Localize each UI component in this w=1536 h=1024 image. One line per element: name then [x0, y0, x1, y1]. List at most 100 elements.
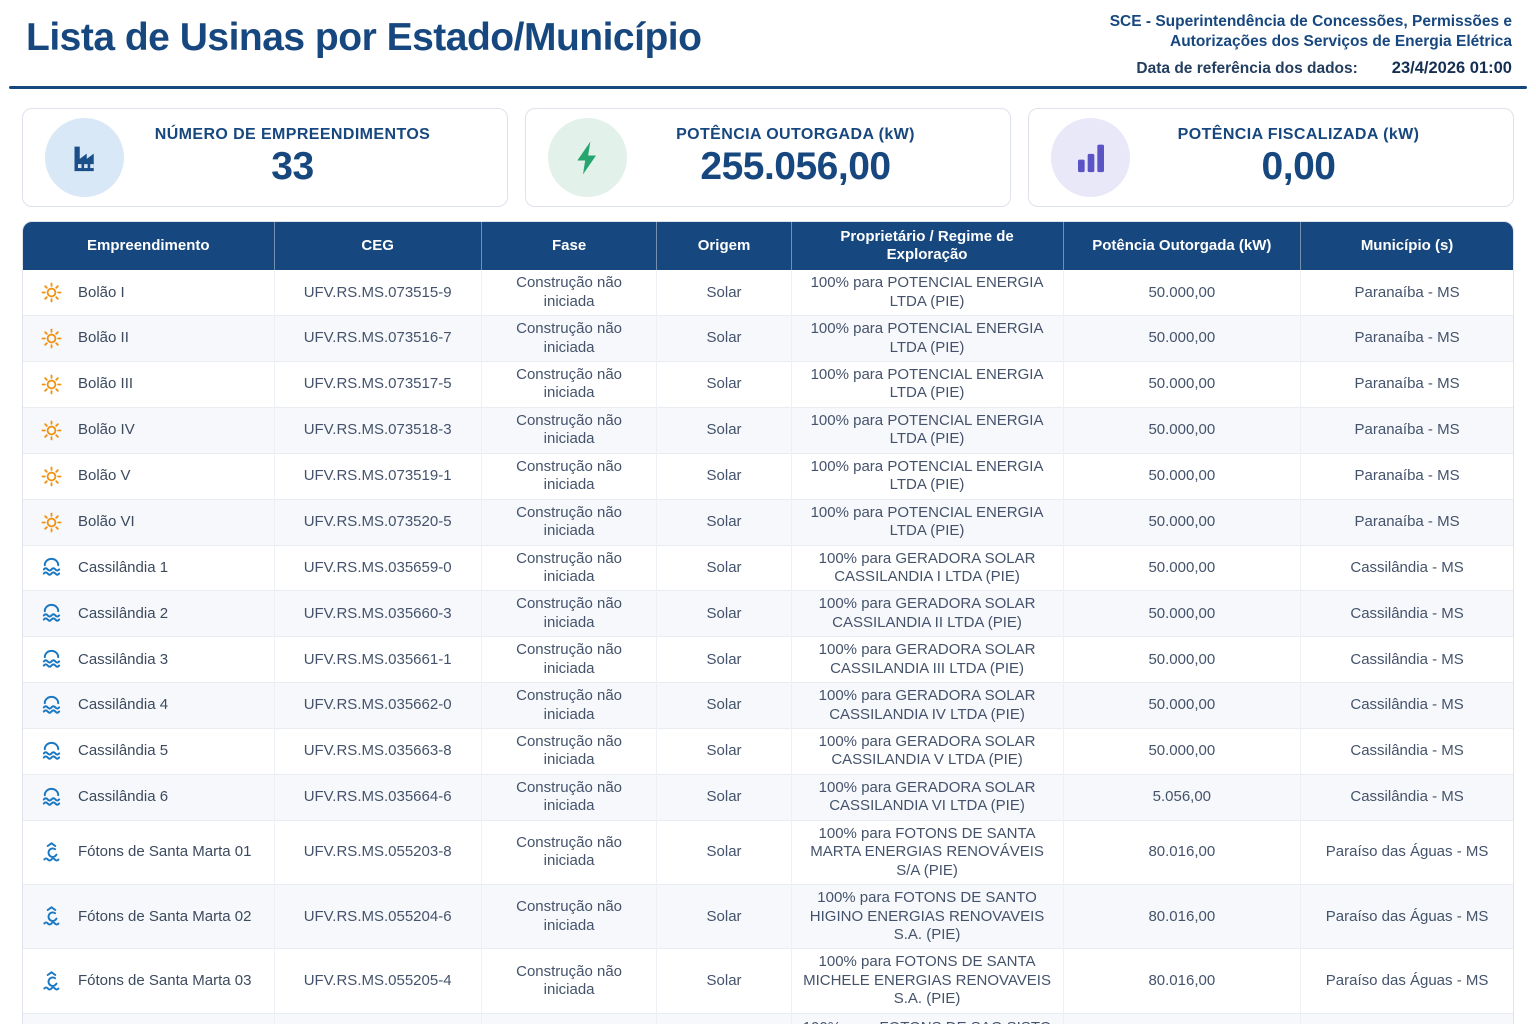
plant-proprietario: 100% para GERADORA SOLAR CASSILANDIA V L…: [791, 728, 1064, 775]
plant-proprietario: 100% para POTENCIAL ENERGIA LTDA (PIE): [791, 452, 1064, 500]
plant-ceg: UFV.RS.MS.073519-1: [274, 452, 482, 500]
table-row: Bolão I UFV.RS.MS.073515-9 Construção nã…: [23, 270, 1513, 316]
plant-municipio: Cassilândia - MS: [1300, 773, 1513, 821]
plant-name: Fótons de Santa Marta 02: [78, 907, 252, 925]
plant-ceg: UFV.RS.MS.035661-1: [274, 636, 482, 683]
plant-proprietario: 100% para FOTONS DE SANTA MARTA ENERGIAS…: [791, 819, 1064, 885]
plant-potencia-outorgada: 50.000,00: [1063, 452, 1302, 500]
plant-origem: Solar: [656, 452, 792, 500]
sun-icon: [39, 464, 63, 488]
plant-potencia-outorgada: 50.000,00: [1063, 498, 1302, 546]
plant-name: Bolão II: [78, 329, 129, 347]
waves-icon: [39, 602, 63, 626]
spring-icon: [39, 905, 63, 929]
plant-fase: Construção não iniciada: [481, 270, 658, 316]
plant-name: Fótons de Santa Marta 03: [78, 971, 252, 989]
plant-fase: Construção não iniciada: [481, 590, 658, 637]
plant-municipio: Paranaíba - MS: [1300, 315, 1513, 362]
data-reference-value: 23/4/2026 01:00: [1391, 59, 1512, 78]
plant-fase: Construção não iniciada: [481, 406, 658, 454]
plant-municipio: Cassilândia - MS: [1300, 728, 1513, 775]
plant-proprietario: 100% para POTENCIAL ENERGIA LTDA (PIE): [791, 498, 1064, 546]
table-row: Bolão VI UFV.RS.MS.073520-5 Construção n…: [23, 498, 1513, 546]
table-row: Cassilândia 6 UFV.RS.MS.035664-6 Constru…: [23, 773, 1513, 821]
data-reference: Data de referência dos dados: 23/4/2026 0…: [1110, 59, 1512, 78]
table-row: Cassilândia 4 UFV.RS.MS.035662-0 Constru…: [23, 682, 1513, 729]
plant-ceg: UFV.RS.MS.035660-3: [274, 590, 482, 637]
column-header-municipio: Município (s): [1300, 222, 1513, 271]
plant-potencia-outorgada: 50.000,00: [1063, 590, 1302, 637]
plant-ceg: UFV.RS.MS.055205-4: [274, 948, 482, 1014]
plants-table: Empreendimento CEG Fase Origem Proprietá…: [22, 221, 1514, 1024]
title-divider: [9, 86, 1527, 90]
plant-origem: Solar: [656, 636, 792, 683]
plant-proprietario: 100% para FOTONS DE SANTO HIGINO ENERGIA…: [791, 884, 1064, 949]
plant-municipio: Cassilândia - MS: [1300, 682, 1513, 729]
plant-origem: Solar: [656, 590, 792, 637]
card-value: 255.056,00: [700, 145, 891, 189]
waves-icon: [39, 694, 63, 718]
waves-icon: [39, 648, 63, 672]
plant-origem: Solar: [656, 819, 792, 885]
table-row: Fótons de Santa Marta 04 UFV.RS.MS.05520…: [23, 1012, 1513, 1024]
table-row: Cassilândia 3 UFV.RS.MS.035661-1 Constru…: [23, 636, 1513, 683]
plant-potencia-outorgada: 50.000,00: [1063, 682, 1302, 729]
plants-table-header: Empreendimento CEG Fase Origem Proprietá…: [23, 222, 1513, 271]
plant-origem: Solar: [656, 406, 792, 454]
column-header-proprietario: Proprietário / Regime de Exploração: [791, 222, 1064, 271]
plant-origem: Solar: [656, 498, 792, 546]
plant-ceg: UFV.RS.MS.035664-6: [274, 773, 482, 821]
plant-fase: Construção não iniciada: [481, 948, 658, 1014]
plant-proprietario: 100% para FOTONS DE SAO SISTO II ENERGIA…: [791, 1012, 1064, 1024]
org-name-line1: SCE - Superintendência de Concessões, Pe…: [1109, 13, 1512, 30]
page-header: Lista de Usinas por Estado/Município SCE…: [0, 0, 1536, 84]
plant-municipio: Paranaíba - MS: [1300, 498, 1513, 546]
plant-potencia-outorgada: 50.000,00: [1063, 728, 1302, 775]
plant-municipio: Cassilândia - MS: [1300, 590, 1513, 637]
plant-ceg: UFV.RS.MS.073515-9: [274, 270, 482, 316]
table-row: Fótons de Santa Marta 03 UFV.RS.MS.05520…: [23, 948, 1513, 1014]
plant-proprietario: 100% para POTENCIAL ENERGIA LTDA (PIE): [791, 270, 1064, 316]
card-label: NÚMERO DE EMPREENDIMENTOS: [154, 126, 431, 144]
plant-origem: Solar: [656, 682, 792, 729]
card-potencia-outorgada: POTÊNCIA OUTORGADA (kW) 255.056,00: [525, 108, 1011, 208]
spring-icon: [39, 969, 63, 993]
table-row: Cassilândia 1 UFV.RS.MS.035659-0 Constru…: [23, 544, 1513, 591]
column-header-potencia-outorgada: Potência Outorgada (kW): [1063, 222, 1302, 271]
table-row: Bolão III UFV.RS.MS.073517-5 Construção …: [23, 361, 1513, 408]
plant-origem: Solar: [656, 315, 792, 362]
plant-name: Cassilândia 1: [78, 558, 169, 576]
plant-name: Cassilândia 6: [78, 788, 169, 806]
lightning-icon: [548, 118, 627, 198]
plant-proprietario: 100% para GERADORA SOLAR CASSILANDIA II …: [791, 590, 1064, 637]
plant-potencia-outorgada: 50.000,00: [1063, 544, 1302, 591]
plant-ceg: UFV.RS.MS.073516-7: [274, 315, 482, 362]
plant-proprietario: 100% para GERADORA SOLAR CASSILANDIA VI …: [791, 773, 1064, 821]
plant-ceg: UFV.RS.MS.055203-8: [274, 819, 482, 885]
plant-origem: Solar: [656, 948, 792, 1014]
plant-proprietario: 100% para GERADORA SOLAR CASSILANDIA I L…: [791, 544, 1064, 591]
plant-fase: Construção não iniciada: [481, 361, 658, 408]
plant-name: Cassilândia 5: [78, 742, 169, 760]
table-row: Bolão V UFV.RS.MS.073519-1 Construção nã…: [23, 452, 1513, 500]
bar-chart-icon: [1051, 118, 1130, 198]
plant-proprietario: 100% para POTENCIAL ENERGIA LTDA (PIE): [791, 361, 1064, 408]
plant-fase: Construção não iniciada: [481, 728, 658, 775]
plant-potencia-outorgada: 50.000,00: [1063, 406, 1302, 454]
plant-potencia-outorgada: 50.000,00: [1063, 315, 1302, 362]
sun-icon: [39, 510, 63, 534]
plant-municipio: Cassilândia - MS: [1300, 544, 1513, 591]
plant-potencia-outorgada: 80.016,00: [1063, 884, 1302, 949]
plant-fase: Construção não iniciada: [481, 315, 658, 362]
plant-potencia-outorgada: 80.016,00: [1063, 819, 1302, 885]
summary-cards: NÚMERO DE EMPREENDIMENTOS 33 POTÊNCIA OU…: [22, 108, 1514, 208]
card-numero-empreendimentos: NÚMERO DE EMPREENDIMENTOS 33: [22, 108, 508, 208]
plant-name: Bolão I: [78, 283, 125, 301]
waves-icon: [39, 556, 63, 580]
column-header-ceg: CEG: [274, 222, 482, 271]
plant-name: Bolão IV: [78, 421, 135, 439]
plant-potencia-outorgada: 5.056,00: [1063, 773, 1302, 821]
plant-name: Bolão V: [78, 467, 131, 484]
plant-origem: Solar: [656, 544, 792, 591]
table-row: Fótons de Santa Marta 01 UFV.RS.MS.05520…: [23, 819, 1513, 885]
